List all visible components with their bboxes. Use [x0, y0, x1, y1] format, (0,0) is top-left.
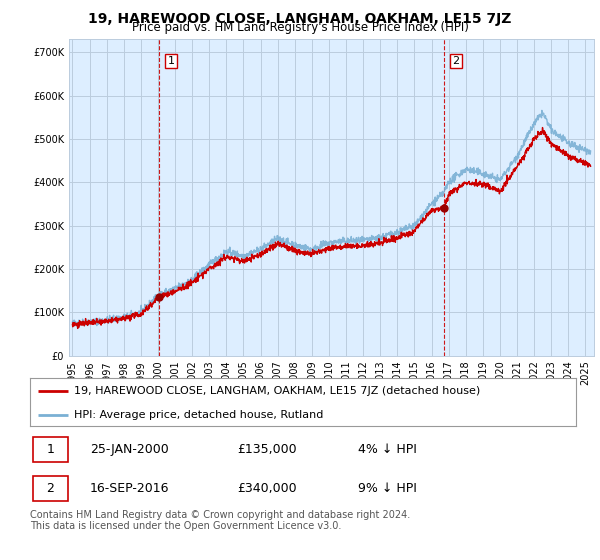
Text: 16-SEP-2016: 16-SEP-2016	[90, 482, 170, 495]
Text: 1: 1	[167, 56, 175, 66]
Text: 25-JAN-2000: 25-JAN-2000	[90, 443, 169, 456]
Text: 2: 2	[46, 482, 54, 495]
Text: 4% ↓ HPI: 4% ↓ HPI	[358, 443, 416, 456]
Text: £135,000: £135,000	[238, 443, 297, 456]
Text: 9% ↓ HPI: 9% ↓ HPI	[358, 482, 416, 495]
FancyBboxPatch shape	[33, 476, 68, 501]
Text: 19, HAREWOOD CLOSE, LANGHAM, OAKHAM, LE15 7JZ (detached house): 19, HAREWOOD CLOSE, LANGHAM, OAKHAM, LE1…	[74, 386, 480, 396]
Text: 2: 2	[452, 56, 460, 66]
Text: £340,000: £340,000	[238, 482, 297, 495]
Text: 1: 1	[46, 443, 54, 456]
Text: Price paid vs. HM Land Registry's House Price Index (HPI): Price paid vs. HM Land Registry's House …	[131, 21, 469, 34]
Text: HPI: Average price, detached house, Rutland: HPI: Average price, detached house, Rutl…	[74, 410, 323, 420]
Text: 19, HAREWOOD CLOSE, LANGHAM, OAKHAM, LE15 7JZ: 19, HAREWOOD CLOSE, LANGHAM, OAKHAM, LE1…	[88, 12, 512, 26]
FancyBboxPatch shape	[33, 437, 68, 462]
Text: Contains HM Land Registry data © Crown copyright and database right 2024.
This d: Contains HM Land Registry data © Crown c…	[30, 510, 410, 531]
